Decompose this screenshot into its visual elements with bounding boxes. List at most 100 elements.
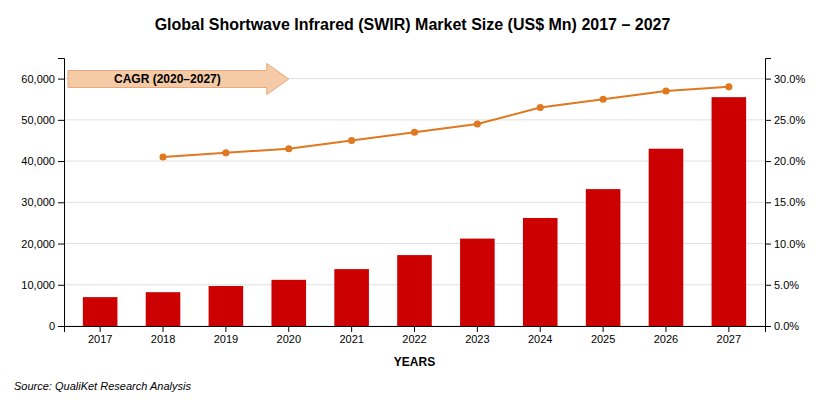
axis-line	[58, 59, 65, 327]
tick-mark	[765, 79, 771, 80]
tick-mark	[163, 326, 164, 332]
tick-label: 2018	[151, 333, 175, 345]
tick-mark	[728, 326, 729, 332]
tick: 0	[49, 320, 64, 332]
tick-label: 15.0%	[774, 196, 805, 208]
source-note: Source: QualiKet Research Analysis	[14, 380, 191, 392]
tick-mark	[765, 161, 771, 162]
tick-label: 0	[49, 320, 55, 332]
tick-label: 2019	[214, 333, 238, 345]
tick-mark	[58, 120, 64, 121]
tick: 2017	[88, 326, 112, 345]
tick: 2021	[339, 326, 363, 345]
axis-line	[65, 327, 766, 333]
tick-label: 2022	[402, 333, 426, 345]
tick-label: 2017	[88, 333, 112, 345]
bar	[334, 269, 369, 326]
tick-mark	[58, 326, 64, 327]
axis-line	[766, 59, 772, 327]
tick-label: 40,000	[21, 155, 55, 167]
bar	[146, 292, 181, 326]
line-marker	[348, 137, 355, 144]
cagr-arrow	[68, 63, 289, 94]
bar	[397, 255, 432, 326]
bar-series	[83, 97, 746, 326]
tick-mark	[351, 326, 352, 332]
tick-mark	[414, 326, 415, 332]
tick: 2025	[591, 326, 615, 345]
line-marker	[285, 145, 292, 152]
tick-mark	[58, 79, 64, 80]
tick-label: 2024	[528, 333, 552, 345]
tick-mark	[288, 326, 289, 332]
tick-label: 2027	[717, 333, 741, 345]
tick: 40,000	[21, 155, 64, 167]
tick: 5.0%	[765, 279, 799, 291]
tick-label: 2020	[277, 333, 301, 345]
tick: 30,000	[21, 196, 64, 208]
bar	[586, 189, 621, 326]
tick-label: 60,000	[21, 73, 55, 85]
tick-mark	[58, 244, 64, 245]
chart-title: Global Shortwave Infrared (SWIR) Market …	[155, 16, 671, 33]
tick: 2020	[277, 326, 301, 345]
tick: 10,000	[21, 279, 64, 291]
bar	[83, 297, 118, 326]
line	[163, 87, 729, 157]
line-marker	[159, 153, 166, 160]
line-marker	[725, 83, 732, 90]
tick: 60,000	[21, 73, 64, 85]
tick-mark	[58, 161, 64, 162]
tick-mark	[603, 326, 604, 332]
x-axis-label: YEARS	[394, 355, 435, 369]
tick: 2019	[214, 326, 238, 345]
grid	[64, 79, 765, 326]
y2-axis: 0.0% 5.0% 10.0% 15.0% 20.0% 25.0% 30.0%	[765, 59, 805, 333]
tick-label: 20,000	[21, 238, 55, 250]
tick-mark	[765, 120, 771, 121]
tick-mark	[765, 326, 771, 327]
tick: 25.0%	[765, 114, 805, 126]
tick: 30.0%	[765, 73, 805, 85]
tick-mark	[100, 326, 101, 332]
tick: 20,000	[21, 238, 64, 250]
tick-mark	[225, 326, 226, 332]
line-marker	[600, 96, 607, 103]
chart-container: Global Shortwave Infrared (SWIR) Market …	[0, 0, 825, 400]
bar	[523, 218, 558, 326]
bar	[460, 239, 495, 326]
line-series	[159, 83, 732, 160]
x-axis: 2017 2018 2019 2020 2021 2022 2023 2024 2025 2026…	[65, 326, 766, 345]
tick: 2018	[151, 326, 175, 345]
tick: 2024	[528, 326, 552, 345]
bar	[712, 97, 747, 326]
tick-label: 30,000	[21, 196, 55, 208]
grid-line	[64, 119, 765, 120]
tick-label: 2021	[339, 333, 363, 345]
line-marker	[222, 149, 229, 156]
annotation: CAGR (2020–2027)	[114, 72, 221, 86]
tick-label: 25.0%	[774, 114, 805, 126]
tick-mark	[765, 285, 771, 286]
tick-label: 2023	[465, 333, 489, 345]
tick-label: 2026	[654, 333, 678, 345]
tick: 0.0%	[765, 320, 799, 332]
tick: 2023	[465, 326, 489, 345]
plot-area: 2017 2018 2019 2020 2021 2022 2023 2024 2025 2026…	[21, 59, 805, 345]
tick: 50,000	[21, 114, 64, 126]
tick-label: 20.0%	[774, 155, 805, 167]
tick: 15.0%	[765, 196, 805, 208]
tick: 20.0%	[765, 155, 805, 167]
bar	[209, 286, 244, 326]
tick-label: 0.0%	[774, 320, 799, 332]
line-marker	[474, 120, 481, 127]
tick-mark	[665, 326, 666, 332]
tick-mark	[58, 285, 64, 286]
tick: 10.0%	[765, 238, 805, 250]
tick: 2026	[654, 326, 678, 345]
marks	[83, 83, 746, 326]
line-marker	[662, 87, 669, 94]
tick-label: 2025	[591, 333, 615, 345]
tick-label: 30.0%	[774, 73, 805, 85]
line-marker	[411, 129, 418, 136]
